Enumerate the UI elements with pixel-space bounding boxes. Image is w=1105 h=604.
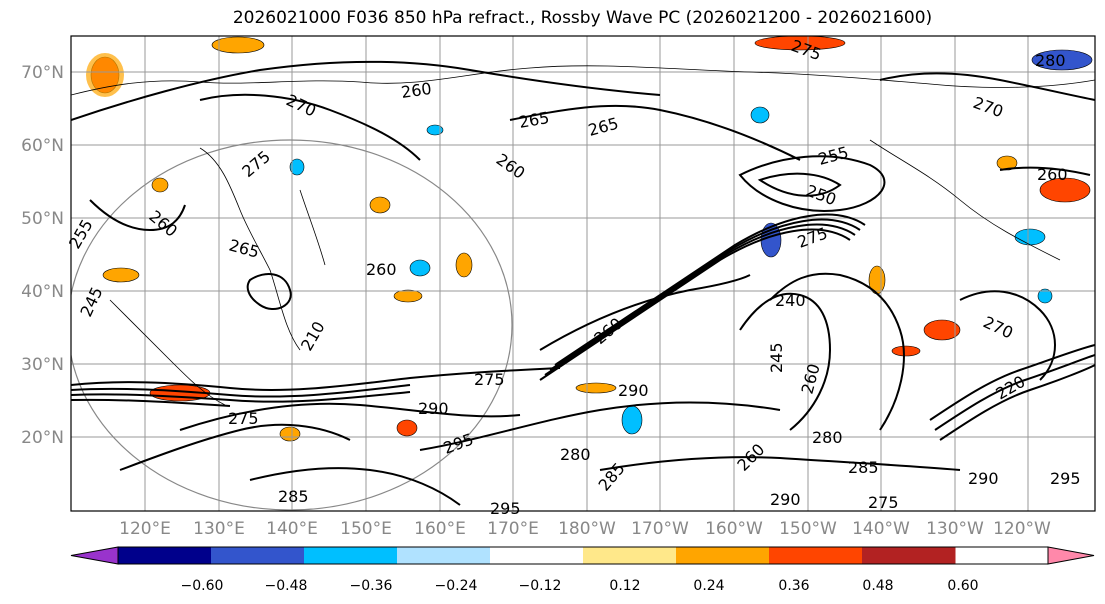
colorbar-tick-label: 0.12 [609,578,640,594]
colorbar-segment [862,547,956,564]
region-circle [71,139,513,511]
lat-label-50n: 50°N [21,209,64,229]
colorbar-segments [70,546,1095,565]
colorbar-tick-label: 0.36 [778,578,809,594]
lon-label: 150°W [779,519,837,539]
contour-label: 280 [1035,51,1066,70]
contour-label: 275 [868,493,899,512]
lon-label: 130°E [193,519,245,539]
contour-label: 260 [400,79,433,102]
lon-label: 180°W [558,519,616,539]
map-title: 2026021000 F036 850 hPa refract., Rossby… [232,8,933,28]
contour-label: 260 [366,260,397,279]
lon-label: 140°W [852,519,910,539]
longitude-axis: 120°E 130°E 140°E 150°E 160°E 170°E 180°… [119,519,1051,539]
lat-label-70n: 70°N [21,63,64,83]
contour-label: 245 [767,342,786,373]
colorbar: −0.60 −0.48 −0.36 −0.24 −0.12 0.12 0.24 … [70,546,1095,594]
contour-label: 285 [278,487,309,506]
contour-label: 280 [812,428,843,447]
colorbar-segment [118,547,212,564]
colorbar-tick-label: 0.60 [947,578,978,594]
contour-label: 275 [228,409,259,428]
lon-label: 170°W [631,519,689,539]
contour-label: 290 [618,381,649,400]
lon-label: 130°W [926,519,984,539]
lon-label: 120°E [119,519,171,539]
lat-label-60n: 60°N [21,136,64,156]
gridlines [71,36,1095,511]
colorbar-ticks: −0.60 −0.48 −0.36 −0.24 −0.12 0.12 0.24 … [181,578,979,594]
lon-label: 160°W [705,519,763,539]
colorbar-tick-label: 0.48 [862,578,893,594]
contour-label: 280 [560,445,591,464]
lon-label: 150°E [340,519,392,539]
colorbar-outline [117,546,1049,565]
lon-label: 170°E [487,519,539,539]
contour-label: 290 [418,399,449,418]
lat-label-20n: 20°N [21,428,64,448]
colorbar-segment [676,547,770,564]
colorbar-segment [769,547,863,564]
colorbar-tick-label: −0.12 [519,578,562,594]
plot-frame [70,35,1096,512]
contour-label: 240 [775,291,806,310]
contour-label: 295 [1050,469,1081,488]
colorbar-extend-min [70,546,119,565]
lon-label: 120°W [993,519,1051,539]
lon-label: 140°E [266,519,318,539]
lat-label-40n: 40°N [21,282,64,302]
contour-label: 275 [474,370,505,389]
colorbar-extend-max [1047,546,1095,565]
colorbar-segment [490,547,584,564]
colorbar-tick-label: 0.24 [693,578,724,594]
contour-label: 260 [1037,165,1068,184]
colorbar-tick-label: −0.48 [265,578,308,594]
contour-label: 285 [848,458,879,477]
colorbar-segment [211,547,305,564]
colorbar-segment [397,547,491,564]
contour-label: 290 [968,469,999,488]
plot-area [71,36,1095,511]
latitude-axis: 70°N 60°N 50°N 40°N 30°N 20°N [21,63,64,448]
colorbar-segment [583,547,677,564]
refractivity-contours [71,60,1095,506]
colorbar-tick-label: −0.36 [350,578,393,594]
lat-label-30n: 30°N [21,355,64,375]
colorbar-tick-label: −0.60 [181,578,224,594]
lon-label: 160°E [414,519,466,539]
contour-label: 295 [490,499,521,518]
colorbar-segment [304,547,398,564]
colorbar-tick-label: −0.24 [435,578,478,594]
contour-label: 290 [770,490,801,509]
